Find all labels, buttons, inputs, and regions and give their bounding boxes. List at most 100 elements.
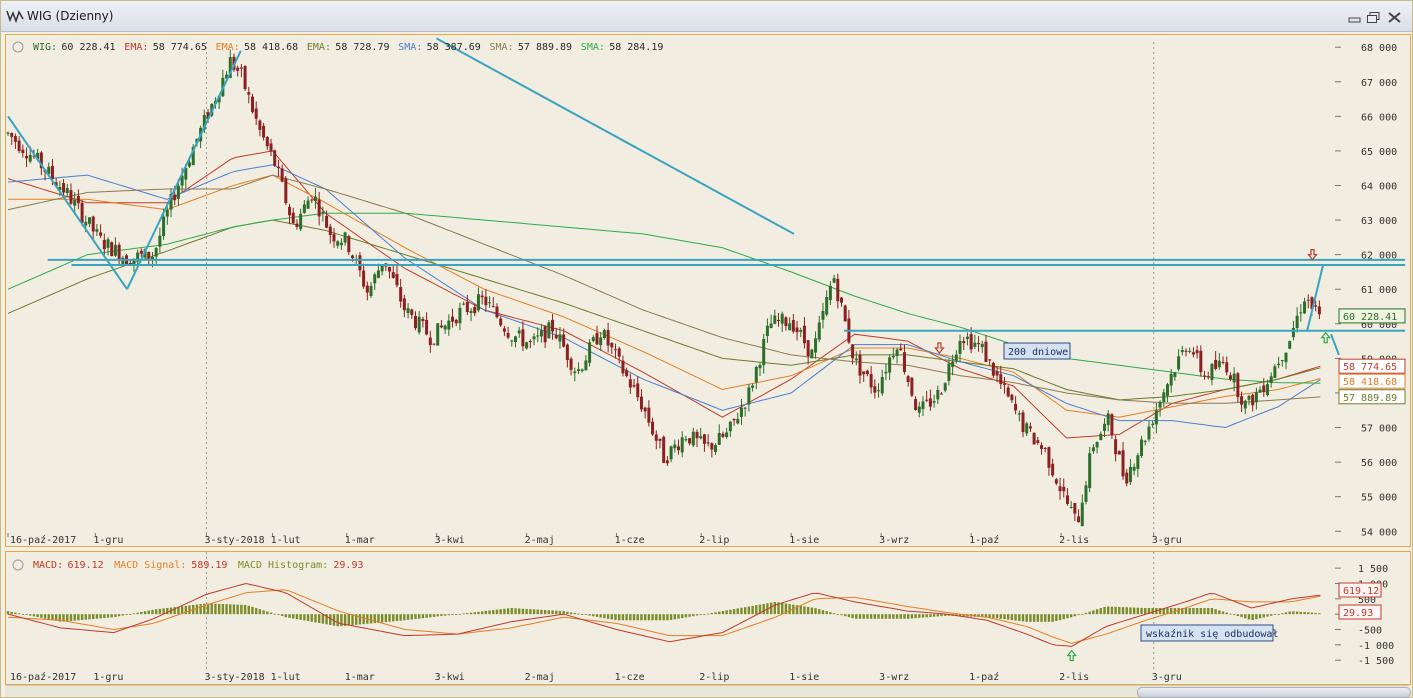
candle-body	[32, 155, 36, 157]
histogram-bar	[258, 609, 262, 615]
scrollbar-thumb[interactable]	[1137, 687, 1411, 698]
histogram-bar	[1258, 614, 1262, 619]
candle-body	[795, 327, 799, 333]
histogram-bar	[895, 614, 899, 619]
histogram-bar	[273, 613, 276, 615]
histogram-bar	[214, 603, 217, 615]
y-tick-label: -1 000	[1358, 641, 1394, 652]
candle-body	[865, 370, 869, 375]
x-tick-label: 16-paź-2017	[10, 671, 76, 683]
candle-body	[739, 407, 743, 417]
candle-body	[784, 317, 788, 327]
window-titlebar[interactable]: WIG (Dzienny)	[1, 1, 1412, 32]
candle-body	[721, 433, 725, 437]
annotation-box	[1140, 624, 1274, 642]
x-tick-label: 1-paź	[969, 534, 999, 546]
price-chart[interactable]: 68 000 67 000 66 000 65 000 64 000 63 000 62 0…	[6, 35, 1410, 546]
histogram-bar	[714, 612, 717, 615]
histogram-bar	[236, 604, 239, 615]
histogram-bar	[684, 614, 688, 618]
histogram-bar	[773, 601, 777, 615]
candle-body	[773, 315, 777, 324]
candle-body	[336, 241, 340, 246]
candle-body	[1295, 315, 1299, 328]
candle-body	[995, 371, 999, 376]
histogram-bar	[310, 614, 313, 622]
histogram-bar	[840, 614, 843, 616]
trendline[interactable]	[126, 50, 242, 290]
candle-body	[1014, 403, 1018, 411]
candle-body	[1165, 384, 1169, 396]
trendline[interactable]	[1330, 333, 1340, 356]
candle-body	[154, 248, 158, 257]
x-tick-label: 1-mar	[345, 672, 375, 683]
x-tick-label: 2-lis	[1059, 535, 1089, 546]
histogram-bar	[143, 611, 147, 615]
legend-label: SMA:	[398, 42, 422, 53]
histogram-bar	[466, 613, 469, 615]
down-arrow-icon	[1307, 249, 1318, 261]
histogram-bar	[655, 614, 658, 621]
histogram-bar	[180, 606, 184, 615]
trendline[interactable]	[436, 37, 795, 235]
histogram-bar	[666, 614, 669, 621]
candle-body	[888, 357, 892, 373]
candle-body	[858, 354, 862, 376]
overlay-line-ema	[7, 219, 1321, 401]
candle-body	[362, 270, 366, 287]
histogram-bar	[1195, 608, 1199, 615]
histogram-bar	[110, 614, 113, 618]
candle-body	[651, 421, 655, 435]
histogram-bar	[325, 614, 328, 625]
candle-body	[962, 341, 966, 344]
histogram-bar	[243, 604, 247, 615]
candle-body	[1232, 373, 1236, 383]
candle-body	[1280, 360, 1284, 362]
histogram-bar	[743, 607, 747, 615]
histogram-bar	[25, 614, 28, 615]
price-pane[interactable]: 68 000 67 000 66 000 65 000 64 000 63 000 62 0…	[5, 34, 1411, 547]
histogram-bar	[36, 614, 39, 618]
histogram-bar	[1307, 612, 1310, 615]
candle-body	[1288, 341, 1292, 349]
candle-body	[799, 329, 803, 332]
histogram-bar	[818, 609, 821, 615]
candle-body	[121, 257, 125, 265]
histogram-bar	[503, 608, 506, 615]
candle-body	[958, 340, 962, 354]
candle-body	[321, 211, 325, 214]
candle-body	[87, 217, 91, 224]
candle-body	[576, 369, 580, 372]
candle-body	[617, 348, 621, 357]
histogram-bar	[1132, 607, 1136, 615]
histogram-bar	[536, 609, 539, 615]
candle-body	[643, 407, 647, 412]
minimize-icon[interactable]	[1348, 12, 1361, 23]
histogram-bar	[414, 614, 417, 620]
histogram-bar	[1066, 614, 1069, 619]
restore-icon[interactable]	[1367, 12, 1380, 23]
histogram-bar	[362, 614, 365, 625]
candle-body	[940, 393, 944, 395]
horizontal-scrollbar[interactable]	[5, 685, 1411, 698]
histogram-bar	[232, 604, 236, 615]
candle-body	[495, 306, 499, 318]
histogram-bar	[499, 609, 502, 615]
candle-body	[10, 133, 14, 137]
candle-body	[391, 272, 395, 278]
histogram-bar	[1099, 608, 1102, 615]
trendline[interactable]	[1306, 264, 1325, 331]
candle-body	[188, 162, 192, 167]
histogram-bar	[114, 614, 117, 617]
candle-body	[80, 202, 84, 223]
close-icon[interactable]	[1388, 12, 1401, 23]
candle-body	[862, 371, 866, 375]
candle-body	[406, 308, 410, 314]
histogram-bar	[795, 605, 799, 615]
histogram-bar	[873, 614, 877, 619]
candle-body	[347, 236, 351, 253]
candle-body	[76, 196, 80, 204]
legend-label: SMA:	[490, 42, 514, 53]
